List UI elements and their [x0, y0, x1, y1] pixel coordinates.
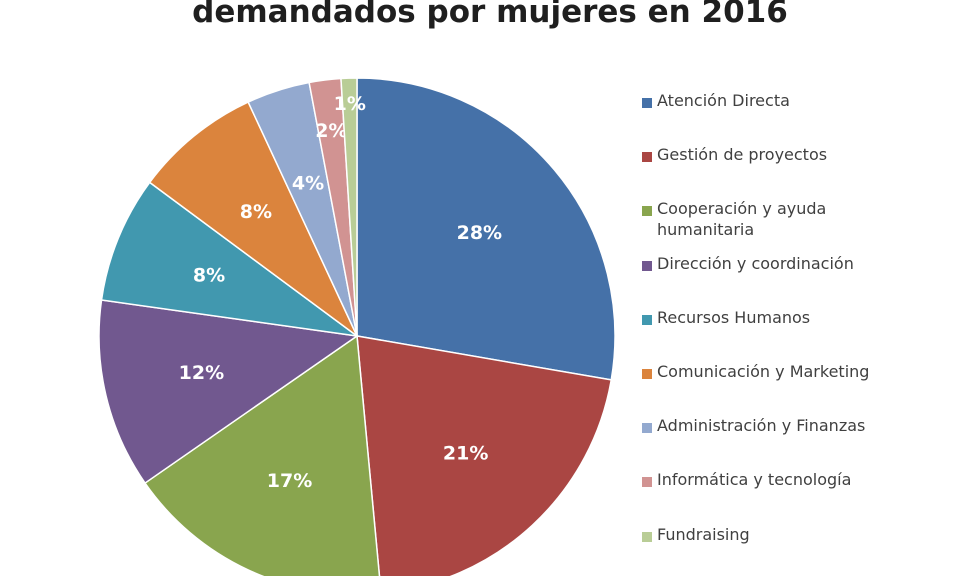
legend-label: Recursos Humanos [657, 307, 811, 327]
legend-label: Fundraising [657, 524, 750, 544]
slice-data-label-5: 8% [240, 201, 272, 223]
legend-entry-6: Administración y Finanzas [642, 415, 952, 469]
pie-slice-8 [340, 77, 358, 337]
slice-data-label-4: 8% [193, 264, 225, 286]
chart-title: demandados por mujeres en 2016 [192, 0, 788, 30]
legend-entry-4: Recursos Humanos [642, 307, 952, 361]
legend-label: Gestión de proyectos [657, 145, 828, 165]
legend-entry-0: Atención Directa [642, 90, 952, 144]
legend-label: Cooperación y ayuda humanitaria [657, 199, 827, 240]
legend-swatch [642, 368, 652, 379]
legend-label: Atención Directa [657, 91, 790, 110]
pie-slice-2 [143, 334, 381, 576]
pie-slice-5 [148, 101, 358, 337]
pie-slice-0 [356, 77, 616, 381]
legend: Atención Directa Gestión de proyectos Coop… [642, 90, 952, 576]
legend-swatch [642, 477, 652, 488]
legend-entry-1: Gestión de proyectos [642, 144, 952, 198]
legend-label: Dirección y coordinación [657, 253, 854, 273]
slice-data-label-0: 28% [457, 222, 502, 244]
legend-swatch [642, 98, 652, 108]
legend-swatch [642, 314, 652, 325]
pie-slice-1 [356, 335, 613, 576]
pie-slice-3 [98, 299, 360, 485]
legend-entry-5: Comunicación y Marketing [642, 361, 952, 415]
legend-swatch [642, 531, 652, 542]
legend-entry-8: Fundraising [642, 524, 952, 576]
legend-swatch [642, 423, 652, 434]
legend-label: Administración y Finanzas [657, 416, 866, 436]
slice-data-label-8: 1% [334, 93, 366, 115]
legend-label: Comunicación y Marketing [657, 361, 870, 381]
legend-swatch [642, 260, 652, 271]
slice-data-label-1: 21% [443, 442, 488, 464]
legend-entry-7: Informática y tecnología [642, 469, 952, 523]
legend-entry-3: Dirección y coordinación [642, 253, 952, 307]
slice-data-label-6: 4% [292, 173, 324, 195]
legend-swatch [642, 206, 652, 217]
legend-swatch [642, 152, 652, 163]
pie-slice-4 [100, 181, 358, 337]
slice-data-label-7: 2% [315, 120, 347, 142]
slice-data-label-3: 12% [179, 362, 224, 384]
slice-data-label-2: 17% [267, 470, 312, 492]
legend-entry-2: Cooperación y ayuda humanitaria [642, 198, 952, 252]
legend-label: Informática y tecnología [657, 470, 852, 490]
